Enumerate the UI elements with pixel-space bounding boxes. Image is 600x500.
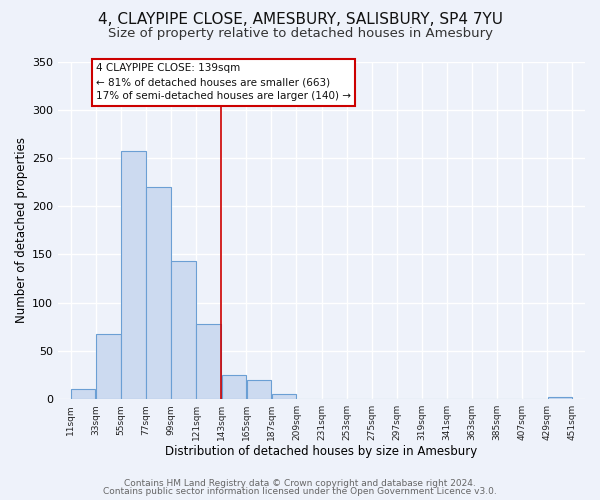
Text: 4, CLAYPIPE CLOSE, AMESBURY, SALISBURY, SP4 7YU: 4, CLAYPIPE CLOSE, AMESBURY, SALISBURY, … [97, 12, 503, 28]
Y-axis label: Number of detached properties: Number of detached properties [15, 138, 28, 324]
Bar [548, 397, 572, 399]
Bar [196, 324, 221, 399]
Bar [121, 151, 146, 399]
Bar [172, 261, 196, 399]
Text: 4 CLAYPIPE CLOSE: 139sqm
← 81% of detached houses are smaller (663)
17% of semi-: 4 CLAYPIPE CLOSE: 139sqm ← 81% of detach… [96, 64, 351, 102]
Text: Contains public sector information licensed under the Open Government Licence v3: Contains public sector information licen… [103, 487, 497, 496]
Bar [71, 390, 95, 399]
X-axis label: Distribution of detached houses by size in Amesbury: Distribution of detached houses by size … [166, 444, 478, 458]
Bar [272, 394, 296, 399]
Bar [221, 375, 246, 399]
Bar [96, 334, 121, 399]
Text: Size of property relative to detached houses in Amesbury: Size of property relative to detached ho… [107, 28, 493, 40]
Bar [146, 187, 171, 399]
Text: Contains HM Land Registry data © Crown copyright and database right 2024.: Contains HM Land Registry data © Crown c… [124, 478, 476, 488]
Bar [247, 380, 271, 399]
